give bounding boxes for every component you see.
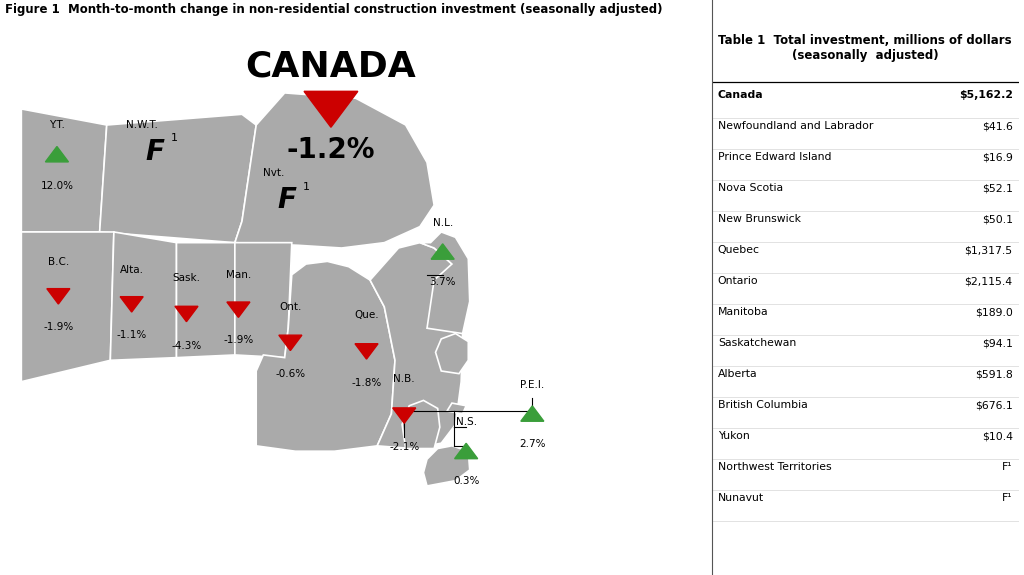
Text: Nova Scotia: Nova Scotia: [718, 183, 783, 193]
Text: Nunavut: Nunavut: [718, 493, 764, 504]
Text: -1.2%: -1.2%: [287, 136, 375, 164]
Polygon shape: [45, 147, 69, 162]
Text: Alta.: Alta.: [120, 264, 143, 275]
Polygon shape: [455, 443, 477, 459]
Text: Prince Edward Island: Prince Edward Island: [718, 152, 831, 162]
Polygon shape: [431, 244, 455, 259]
Text: Man.: Man.: [225, 270, 251, 280]
Text: F¹: F¹: [1002, 462, 1013, 473]
Polygon shape: [304, 91, 357, 127]
Text: -4.3%: -4.3%: [171, 340, 202, 351]
Polygon shape: [279, 335, 302, 351]
Text: 12.0%: 12.0%: [40, 181, 74, 191]
Text: Quebec: Quebec: [718, 246, 760, 255]
Text: 1: 1: [171, 133, 178, 143]
Text: -1.9%: -1.9%: [223, 335, 254, 345]
Text: Yukon: Yukon: [718, 431, 750, 442]
Polygon shape: [370, 243, 463, 448]
Text: Northwest Territories: Northwest Territories: [718, 462, 831, 473]
Text: $50.1: $50.1: [982, 214, 1013, 224]
Text: P.E.I.: P.E.I.: [520, 380, 545, 390]
Polygon shape: [420, 232, 470, 334]
Polygon shape: [424, 446, 470, 486]
Text: 1: 1: [302, 182, 309, 191]
Text: $676.1: $676.1: [975, 400, 1013, 411]
Text: -2.1%: -2.1%: [389, 442, 420, 452]
Polygon shape: [111, 232, 176, 361]
Text: N.L.: N.L.: [432, 218, 453, 228]
Polygon shape: [47, 289, 70, 304]
Text: $10.4: $10.4: [982, 431, 1013, 442]
Text: Ont.: Ont.: [280, 302, 301, 312]
Polygon shape: [99, 114, 256, 243]
Polygon shape: [435, 334, 468, 374]
Text: $52.1: $52.1: [982, 183, 1013, 193]
Text: $1,317.5: $1,317.5: [965, 246, 1013, 255]
Text: CANADA: CANADA: [246, 49, 417, 83]
Polygon shape: [176, 243, 234, 358]
Text: $591.8: $591.8: [975, 369, 1013, 380]
Text: N.W.T.: N.W.T.: [126, 120, 159, 131]
Polygon shape: [22, 232, 114, 382]
Polygon shape: [402, 400, 440, 448]
Text: Manitoba: Manitoba: [718, 308, 768, 317]
Text: F: F: [145, 138, 165, 166]
Text: $5,162.2: $5,162.2: [958, 90, 1013, 100]
Text: 0.3%: 0.3%: [453, 476, 479, 486]
Text: B.C.: B.C.: [48, 256, 69, 267]
Text: Sask.: Sask.: [172, 273, 201, 283]
Text: N.S.: N.S.: [456, 417, 477, 427]
Text: -1.9%: -1.9%: [43, 322, 74, 332]
Text: N.B.: N.B.: [393, 374, 415, 384]
Text: New Brunswick: New Brunswick: [718, 214, 801, 224]
Text: F¹: F¹: [1002, 493, 1013, 504]
Text: Newfoundland and Labrador: Newfoundland and Labrador: [718, 121, 873, 131]
Text: $41.6: $41.6: [982, 121, 1013, 131]
Text: $94.1: $94.1: [982, 338, 1013, 348]
Polygon shape: [521, 406, 544, 421]
Text: Table 1  Total investment, millions of dollars
(seasonally  adjusted): Table 1 Total investment, millions of do…: [719, 34, 1012, 62]
Text: F: F: [278, 186, 297, 214]
Text: Alberta: Alberta: [718, 369, 758, 380]
Text: -0.6%: -0.6%: [275, 369, 305, 380]
Text: Saskatchewan: Saskatchewan: [718, 338, 796, 348]
Text: 2.7%: 2.7%: [519, 439, 546, 449]
Polygon shape: [227, 302, 250, 317]
Text: -1.1%: -1.1%: [117, 330, 146, 340]
Text: Ontario: Ontario: [718, 277, 759, 286]
Polygon shape: [22, 109, 106, 232]
Text: Canada: Canada: [718, 90, 764, 100]
Polygon shape: [446, 403, 466, 414]
Polygon shape: [393, 408, 416, 423]
Text: $189.0: $189.0: [975, 308, 1013, 317]
Polygon shape: [355, 344, 378, 359]
Polygon shape: [234, 243, 292, 358]
Text: Nvt.: Nvt.: [263, 168, 285, 178]
Text: Y.T.: Y.T.: [49, 120, 65, 131]
Text: Que.: Que.: [354, 310, 379, 320]
Text: $16.9: $16.9: [982, 152, 1013, 162]
Polygon shape: [120, 297, 143, 312]
Polygon shape: [256, 262, 395, 451]
Polygon shape: [234, 93, 434, 248]
Text: $2,115.4: $2,115.4: [965, 277, 1013, 286]
Text: British Columbia: British Columbia: [718, 400, 808, 411]
Text: 3.7%: 3.7%: [429, 277, 456, 288]
Text: Figure 1  Month-to-month change in non-residential construction investment (seas: Figure 1 Month-to-month change in non-re…: [5, 3, 663, 16]
Polygon shape: [175, 306, 198, 321]
Text: -1.8%: -1.8%: [351, 378, 382, 388]
